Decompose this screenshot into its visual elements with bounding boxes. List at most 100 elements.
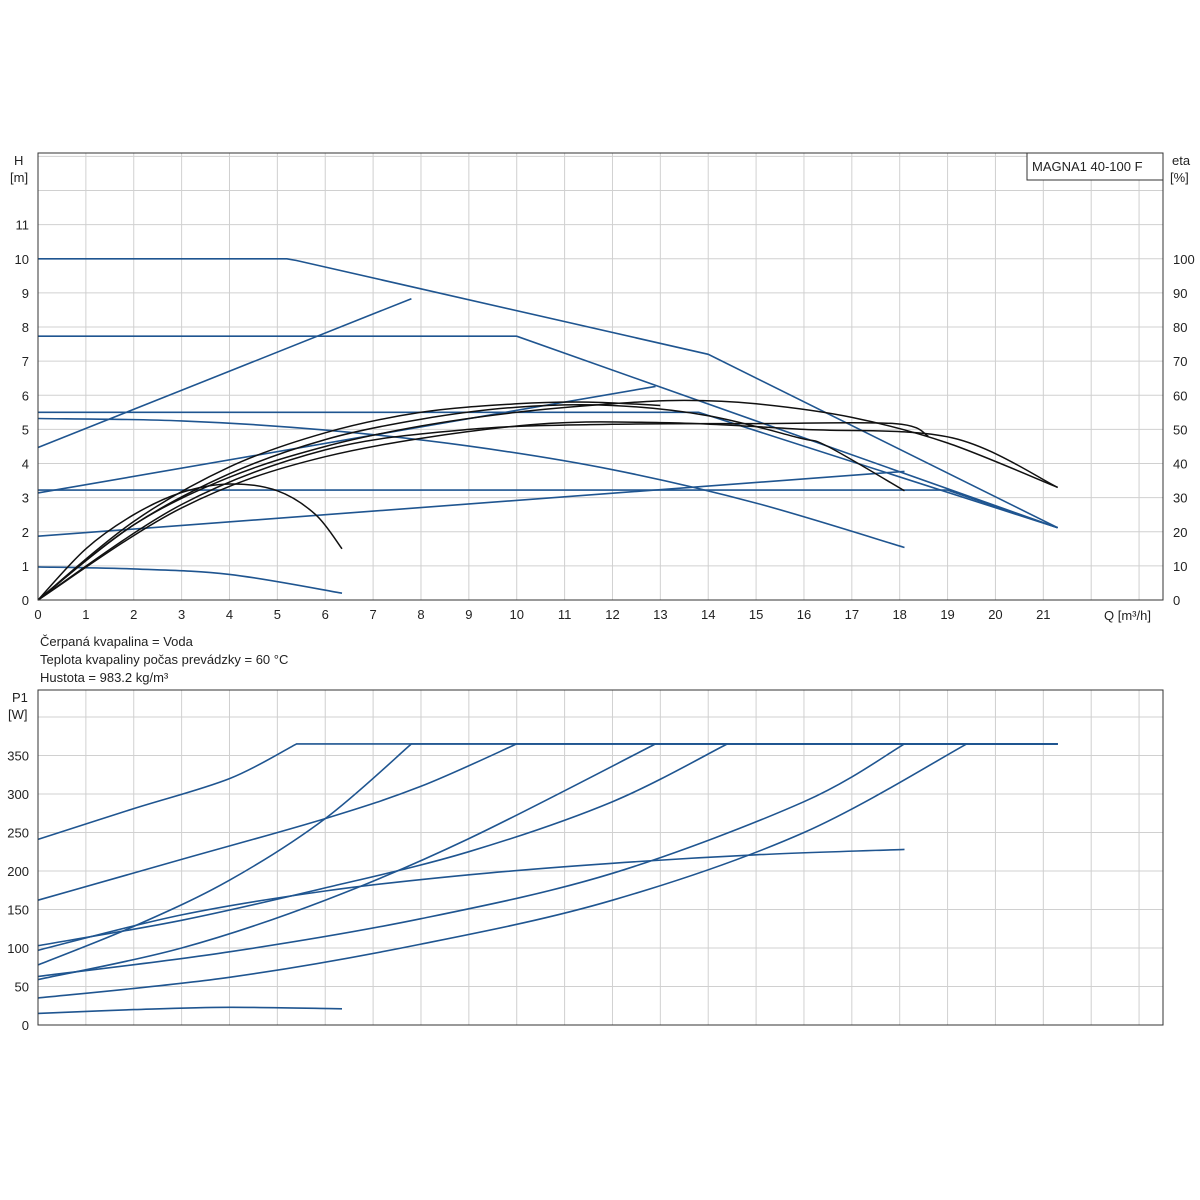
x-tick-label: 13	[653, 607, 667, 622]
flow-axis-label: Q [m³/h]	[1104, 608, 1151, 623]
legend-box	[1026, 152, 1164, 181]
head-axis-label: H	[14, 153, 23, 168]
x-tick-label: 10	[509, 607, 523, 622]
x-tick-label: 18	[892, 607, 906, 622]
y-tick-label: 350	[7, 748, 29, 763]
y-tick-label: 200	[7, 864, 29, 879]
x-tick-label: 14	[701, 607, 715, 622]
y-tick-label: 7	[22, 354, 29, 369]
y-tick-label: 100	[7, 941, 29, 956]
y-tick-label: 11	[16, 218, 30, 233]
y2-tick-label: 70	[1173, 354, 1187, 369]
fluid-info: Čerpaná kvapalina = Voda Teplota kvapali…	[40, 634, 288, 685]
y2-tick-label: 50	[1173, 422, 1187, 437]
x-tick-label: 19	[940, 607, 954, 622]
y2-tick-label: 0	[1173, 593, 1180, 608]
y-tick-label: 150	[7, 902, 29, 917]
head-curve	[37, 470, 905, 537]
power-curve	[37, 743, 1058, 978]
y2-tick-label: 40	[1173, 457, 1187, 472]
power-curve	[37, 743, 1058, 999]
efficiency-curve	[37, 404, 905, 601]
info-fluid: Čerpaná kvapalina = Voda	[40, 634, 194, 649]
power-curve	[37, 743, 1058, 901]
x-tick-label: 17	[845, 607, 859, 622]
y-tick-label: 5	[22, 422, 29, 437]
y-tick-label: 2	[22, 525, 29, 540]
top-y2-tick-labels: 0 10 20 30 40 50 60 70 80 90 100	[1173, 252, 1195, 608]
y-tick-label: 300	[7, 787, 29, 802]
efficiency-curve	[37, 483, 343, 601]
efficiency-curve	[37, 421, 1059, 601]
head-curve	[38, 335, 1058, 529]
y-tick-label: 0	[22, 1018, 29, 1033]
y-tick-label: 10	[15, 252, 29, 267]
bottom-plot-frame	[38, 690, 1163, 1025]
efficiency-curve	[37, 399, 1058, 601]
head-curve	[37, 417, 905, 549]
y-tick-label: 4	[22, 457, 29, 472]
x-tick-label: 7	[369, 607, 376, 622]
power-curve	[37, 848, 905, 952]
head-curve	[37, 385, 656, 494]
legend-entry: MAGNA1 40-100 F	[1032, 159, 1143, 174]
eta-axis-unit: [%]	[1170, 170, 1189, 185]
y-tick-label: 50	[15, 979, 29, 994]
x-tick-label: 11	[558, 607, 572, 622]
x-tick-label: 15	[749, 607, 763, 622]
x-tick-label: 3	[178, 607, 185, 622]
head-curve	[38, 489, 1058, 529]
x-tick-label: 4	[226, 607, 233, 622]
y2-tick-label: 60	[1173, 388, 1187, 403]
power-curve	[37, 743, 1058, 966]
y-tick-label: 9	[22, 286, 29, 301]
top-x-tick-labels: 0 1 2 3 4 5 6 7 8 9 10 11 12 13 14 15 16 17 18 19 20 21	[34, 607, 1050, 622]
top-y-tick-labels: 0 1 2 3 4 5 6 7 8 9 10 11	[15, 218, 29, 608]
head-curve	[37, 297, 412, 449]
y-tick-label: 250	[7, 825, 29, 840]
y-tick-label: 1	[22, 559, 29, 574]
x-tick-label: 5	[274, 607, 281, 622]
head-curve	[37, 566, 343, 594]
y2-tick-label: 30	[1173, 491, 1187, 506]
top-plot-border	[37, 152, 1164, 601]
info-temperature: Teplota kvapaliny počas prevádzky = 60 °…	[40, 652, 288, 667]
power-chart: 0 50 100 150 200 250 300 350 P1 [W]	[7, 689, 1164, 1033]
x-tick-label: 0	[34, 607, 41, 622]
eta-axis-label: eta	[1172, 153, 1191, 168]
power-axis-unit: [W]	[8, 707, 28, 722]
head-axis-unit: [m]	[10, 170, 28, 185]
power-curve	[37, 743, 1058, 841]
bottom-y-tick-labels: 0 50 100 150 200 250 300 350	[7, 748, 29, 1033]
power-axis-label: P1	[12, 690, 28, 705]
y2-tick-label: 10	[1173, 559, 1187, 574]
top-grid	[38, 153, 1163, 600]
y2-tick-label: 90	[1173, 286, 1187, 301]
power-curve	[37, 743, 1058, 981]
y-tick-label: 3	[22, 491, 29, 506]
x-tick-label: 9	[465, 607, 472, 622]
x-tick-label: 20	[988, 607, 1002, 622]
y-tick-label: 0	[22, 593, 29, 608]
x-tick-label: 8	[417, 607, 424, 622]
bottom-curves	[37, 743, 1058, 1015]
x-tick-label: 6	[322, 607, 329, 622]
head-curve	[38, 411, 1058, 529]
power-curve	[37, 743, 1058, 947]
y-tick-label: 8	[22, 320, 29, 335]
efficiency-curve	[37, 401, 661, 601]
bottom-plot-border	[37, 689, 1164, 1026]
x-tick-label: 16	[797, 607, 811, 622]
x-tick-label: 12	[605, 607, 619, 622]
y2-tick-label: 20	[1173, 525, 1187, 540]
y2-tick-label: 80	[1173, 320, 1187, 335]
top-plot-frame	[38, 153, 1163, 600]
info-density: Hustota = 983.2 kg/m³	[40, 670, 169, 685]
head-efficiency-chart: 0 1 2 3 4 5 6 7 8 9 10 11 12 13 14 15 16 17 18 19 20 21 01234…	[10, 152, 1195, 623]
power-curve	[37, 1006, 343, 1015]
y2-tick-label: 100	[1173, 252, 1195, 267]
x-tick-label: 1	[82, 607, 89, 622]
x-tick-label: 21	[1036, 607, 1050, 622]
x-tick-label: 2	[130, 607, 137, 622]
